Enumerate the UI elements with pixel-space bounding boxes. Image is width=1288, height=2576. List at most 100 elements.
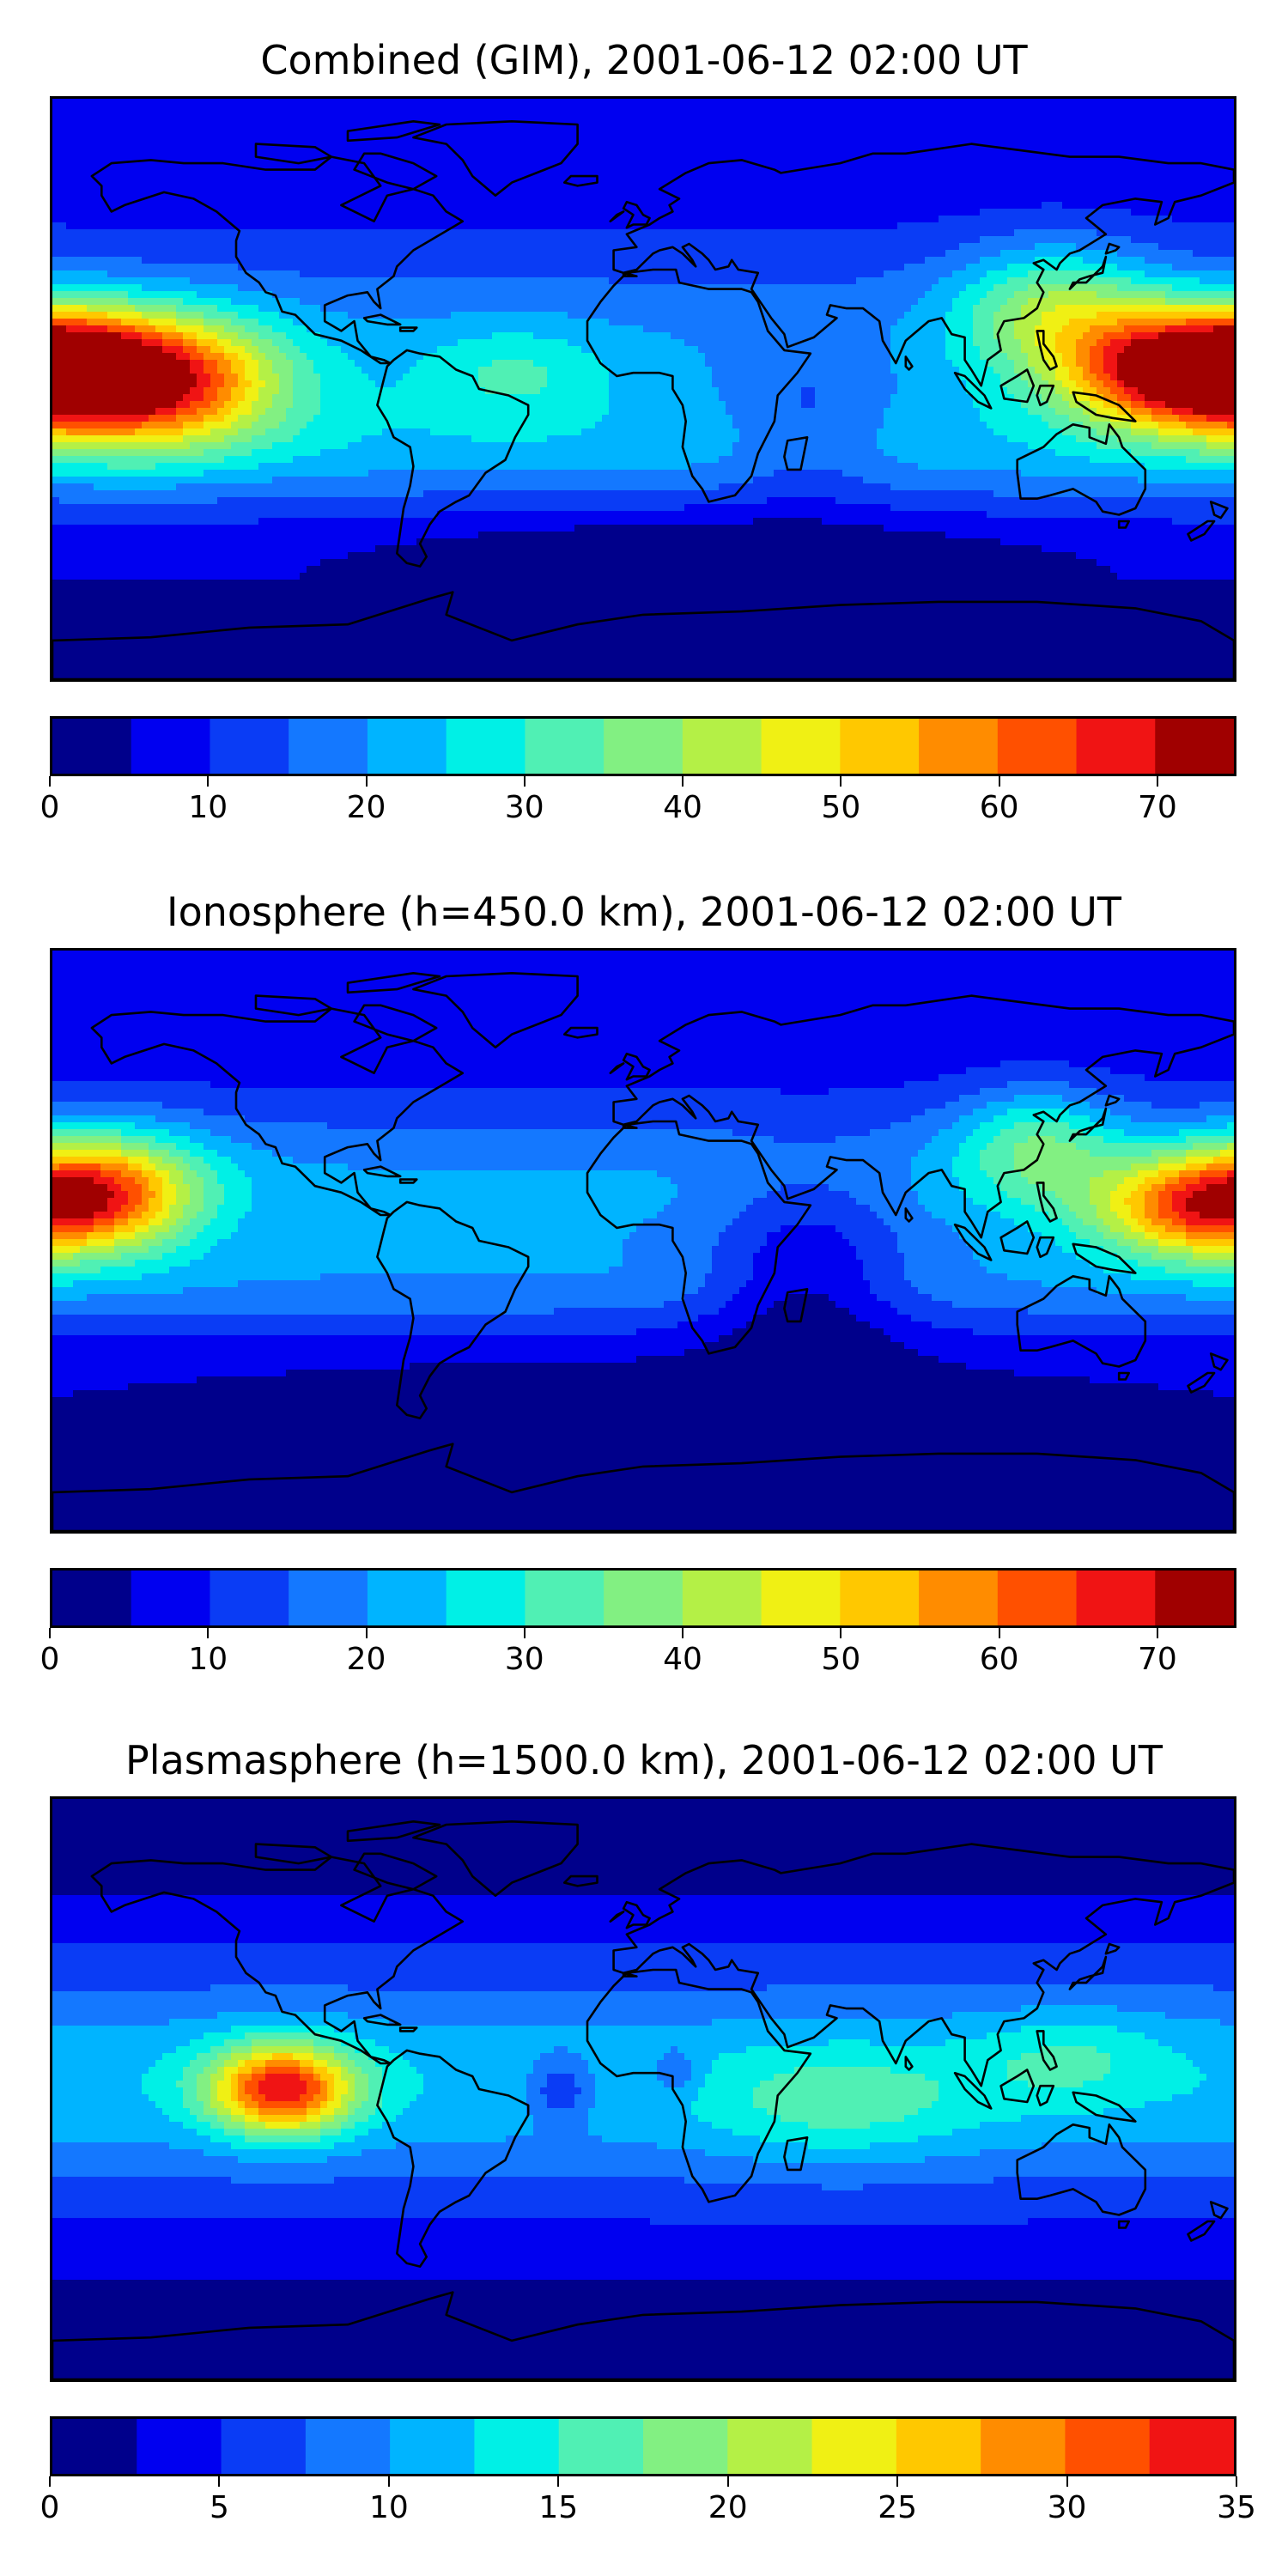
tec-cell <box>890 202 898 210</box>
tec-cell <box>114 270 122 278</box>
tec-cell <box>231 174 239 182</box>
tec-cell <box>739 243 747 251</box>
tec-cell <box>918 257 926 264</box>
tec-cell <box>781 126 788 134</box>
tec-cell <box>787 119 795 127</box>
tec-cell <box>265 106 273 113</box>
tec-cell <box>1055 126 1063 134</box>
tec-cell <box>939 154 946 161</box>
tec-cell <box>1014 119 1022 127</box>
tec-cell <box>739 229 747 237</box>
tec-cell <box>485 270 493 278</box>
tec-cell <box>499 243 507 251</box>
tec-cell <box>1055 181 1063 189</box>
tec-cell <box>204 216 211 223</box>
tec-cell <box>609 140 617 148</box>
tec-cell <box>217 209 225 216</box>
tec-cell <box>451 277 459 285</box>
tec-cell <box>794 181 802 189</box>
tec-cell <box>939 284 946 292</box>
tec-cell <box>204 277 211 285</box>
tec-cell <box>636 147 644 155</box>
tec-cell <box>1000 277 1008 285</box>
tec-cell <box>155 291 163 299</box>
tec-cell <box>526 243 534 251</box>
tec-cell <box>980 112 987 120</box>
tec-cell <box>808 222 816 230</box>
tec-cell <box>437 257 445 264</box>
tec-cell <box>959 236 967 244</box>
tec-cell <box>1090 167 1097 175</box>
tec-cell <box>746 188 754 196</box>
tec-cell <box>210 202 218 210</box>
tec-cell <box>300 147 307 155</box>
tec-cell <box>1220 140 1228 148</box>
tec-cell <box>183 270 191 278</box>
tec-cell <box>1083 99 1091 106</box>
tec-cell <box>471 140 479 148</box>
tec-cell <box>650 209 658 216</box>
tec-cell <box>781 222 788 230</box>
tec-cell <box>760 188 768 196</box>
tec-cell <box>519 243 527 251</box>
tec-cell <box>684 161 692 168</box>
tec-cell <box>341 264 349 271</box>
tec-cell <box>73 140 81 148</box>
tec-cell <box>410 154 417 161</box>
tec-cell <box>1021 291 1029 299</box>
tec-cell <box>286 147 294 155</box>
tec-cell <box>258 112 266 120</box>
tec-cell <box>939 216 946 223</box>
tec-cell <box>547 243 555 251</box>
tec-cell <box>1165 188 1173 196</box>
tec-cell <box>430 112 438 120</box>
tec-cell <box>368 229 376 237</box>
tec-cell <box>932 188 939 196</box>
tec-cell <box>519 106 527 113</box>
tec-cell <box>911 250 919 258</box>
tec-cell <box>121 284 129 292</box>
tec-cell <box>1186 250 1194 258</box>
tec-cell <box>416 257 424 264</box>
tec-cell <box>471 154 479 161</box>
tec-cell <box>664 126 671 134</box>
tec-cell <box>307 181 314 189</box>
tec-cell <box>1151 291 1159 299</box>
tec-cell <box>1097 99 1104 106</box>
tec-cell <box>458 277 465 285</box>
tec-cell <box>1193 147 1200 155</box>
tec-cell <box>526 147 534 155</box>
tec-cell <box>245 229 252 237</box>
tec-cell <box>265 161 273 168</box>
tec-cell <box>87 298 94 306</box>
tec-cell <box>224 216 232 223</box>
tec-cell <box>361 250 369 258</box>
tec-cell <box>1062 264 1070 271</box>
tec-cell <box>980 277 987 285</box>
tec-cell <box>1193 284 1200 292</box>
tec-cell <box>842 188 850 196</box>
tec-cell <box>176 270 184 278</box>
tec-cell <box>155 250 163 258</box>
tec-cell <box>719 270 726 278</box>
tec-cell <box>650 257 658 264</box>
tec-cell <box>1090 264 1097 271</box>
tec-cell <box>1172 133 1180 141</box>
tec-cell <box>245 154 252 161</box>
tec-cell <box>822 243 829 251</box>
tec-cell <box>107 222 115 230</box>
tec-cell <box>444 147 452 155</box>
tec-cell <box>320 106 328 113</box>
tec-cell <box>890 209 898 216</box>
tec-cell <box>1097 133 1104 141</box>
tec-cell <box>210 209 218 216</box>
tec-cell <box>712 229 720 237</box>
tec-cell <box>677 222 685 230</box>
tec-cell <box>135 284 143 292</box>
tec-cell <box>80 291 88 299</box>
tec-cell <box>643 250 651 258</box>
tec-cell <box>588 126 596 134</box>
tec-cell <box>73 154 81 161</box>
tec-cell <box>643 229 651 237</box>
tec-cell <box>863 209 871 216</box>
